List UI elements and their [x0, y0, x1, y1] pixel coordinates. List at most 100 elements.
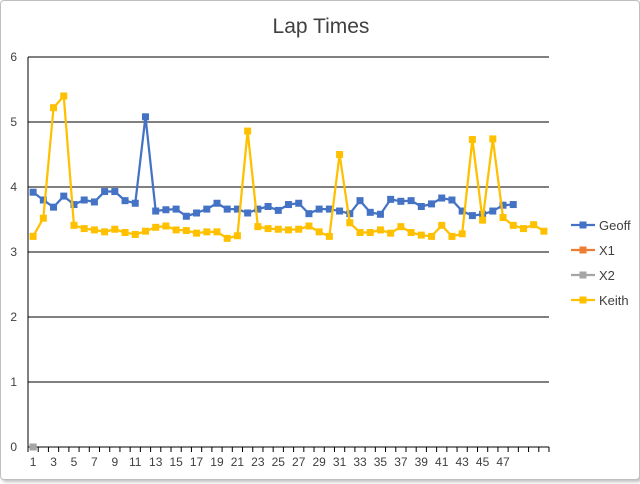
y-tick-label: 0: [10, 440, 17, 454]
data-point: [397, 197, 405, 205]
data-point: [295, 225, 303, 233]
data-point: [254, 205, 262, 213]
data-point: [141, 227, 149, 235]
x-tick-label: 9: [111, 455, 118, 469]
data-point: [274, 225, 282, 233]
data-point: [438, 194, 446, 202]
data-point: [264, 203, 272, 210]
data-point: [325, 232, 333, 240]
legend-marker: [579, 221, 587, 229]
data-point: [80, 225, 88, 233]
data-point: [223, 234, 231, 242]
legend-item: Geoff: [571, 218, 631, 233]
data-point: [458, 207, 466, 215]
data-point: [162, 222, 170, 230]
data-point: [244, 209, 252, 217]
data-point: [315, 228, 323, 236]
data-point: [336, 207, 344, 215]
legend-marker: [579, 246, 587, 254]
data-point: [509, 221, 517, 229]
x-tick-label: 7: [91, 455, 98, 469]
legend-item: X2: [571, 268, 615, 283]
data-point: [387, 195, 395, 203]
data-point: [489, 207, 497, 215]
data-point: [121, 197, 129, 205]
x-tick-label: 43: [455, 455, 469, 469]
data-point: [285, 226, 292, 234]
data-point: [356, 197, 364, 205]
data-point: [254, 223, 262, 231]
y-tick-label: 6: [10, 50, 17, 64]
y-tick-label: 2: [10, 310, 17, 324]
x-tick-label: 33: [353, 455, 367, 469]
y-tick-label: 1: [10, 375, 17, 389]
x-tick-label: 5: [71, 455, 78, 469]
data-point: [172, 205, 180, 213]
x-tick-label: 39: [415, 455, 429, 469]
data-point: [70, 221, 78, 229]
data-point: [428, 232, 436, 240]
legend-label: Keith: [599, 293, 629, 308]
series-geoff: [29, 113, 517, 220]
data-point: [162, 206, 170, 214]
series-line: [32, 94, 545, 240]
x-tick-label: 23: [251, 455, 265, 469]
data-point: [223, 205, 231, 213]
y-tick-label: 3: [10, 245, 17, 259]
data-point: [70, 201, 78, 209]
data-point: [356, 229, 364, 236]
data-point: [29, 188, 37, 196]
x-tick-label: 21: [231, 455, 245, 469]
data-point: [152, 223, 160, 231]
series-keith: [29, 92, 548, 242]
data-point: [366, 229, 374, 236]
data-point: [366, 208, 374, 216]
data-point: [407, 197, 415, 205]
chart-title: Lap Times: [273, 15, 370, 38]
data-point: [213, 199, 221, 207]
legend-marker: [579, 271, 587, 279]
data-point: [417, 203, 425, 210]
data-point: [295, 199, 303, 207]
data-point: [121, 229, 129, 236]
data-point: [499, 214, 507, 222]
data-point: [182, 227, 190, 235]
data-point: [285, 201, 292, 209]
x-tick-label: 45: [476, 455, 490, 469]
data-point: [417, 231, 425, 239]
data-point: [60, 192, 68, 200]
y-tick-label: 5: [10, 115, 17, 129]
x-tick-label: 17: [190, 455, 204, 469]
x-tick-label: 13: [149, 455, 163, 469]
x-tick-label: 25: [272, 455, 286, 469]
legend-label: X1: [599, 243, 615, 258]
data-point: [131, 230, 139, 238]
data-point: [479, 216, 487, 224]
data-point: [172, 226, 180, 234]
data-point: [101, 228, 109, 236]
data-point: [203, 228, 211, 236]
data-point: [274, 206, 282, 214]
data-point: [530, 221, 538, 229]
data-point: [244, 127, 252, 135]
data-point: [39, 196, 47, 204]
data-point: [468, 136, 476, 144]
x-tick-label: 35: [374, 455, 388, 469]
data-point: [376, 210, 384, 218]
data-point: [489, 135, 497, 143]
data-point: [233, 205, 241, 213]
data-point: [448, 232, 456, 240]
data-point: [111, 188, 119, 196]
data-point: [315, 205, 323, 213]
data-point: [458, 230, 466, 238]
data-point: [233, 232, 241, 240]
data-point: [50, 104, 58, 112]
data-point: [50, 203, 58, 211]
data-point: [203, 205, 211, 213]
data-point: [336, 151, 344, 158]
legend-label: X2: [599, 268, 615, 283]
data-point: [80, 196, 88, 204]
data-point: [346, 210, 354, 218]
